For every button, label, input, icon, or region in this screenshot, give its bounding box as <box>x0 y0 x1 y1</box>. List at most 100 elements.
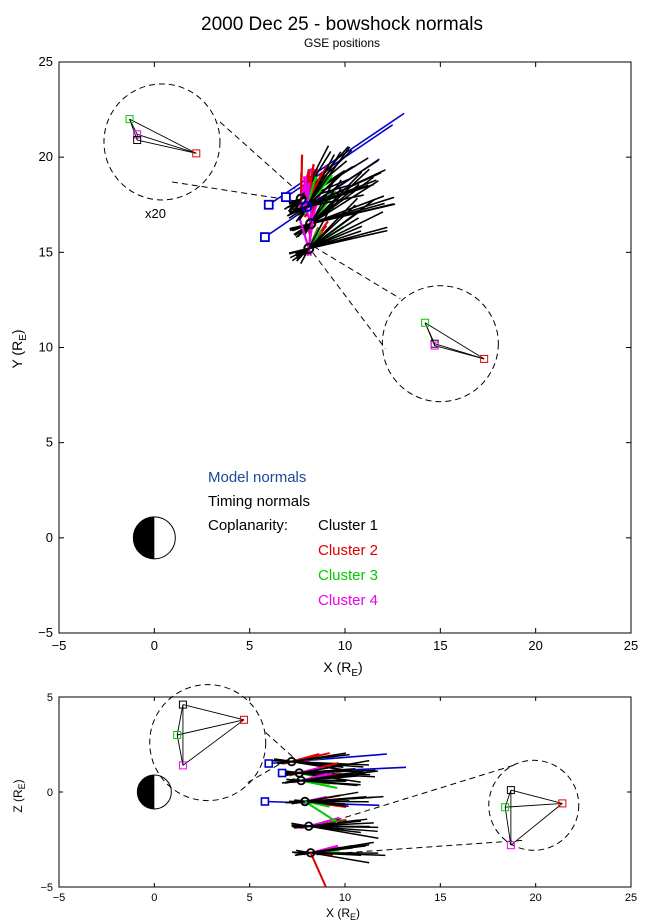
tetrahedron-edge <box>176 704 184 736</box>
normal-vector <box>299 154 335 221</box>
tetrahedron-edge <box>505 802 563 808</box>
xy-y-axis-label: Y (RE) <box>9 329 29 368</box>
crossing-point <box>296 775 306 786</box>
tetrahedron-edge <box>504 807 512 846</box>
y-tick-label: 20 <box>39 149 53 164</box>
crossing-point <box>295 193 307 205</box>
spacecraft-marker <box>178 700 187 709</box>
y-tick-label: 0 <box>46 530 53 545</box>
crossing-point <box>305 848 316 858</box>
earth-icon <box>136 774 172 810</box>
tetrahedron-edge <box>510 803 563 846</box>
normal-vector <box>288 226 388 255</box>
x-tick-label: 20 <box>528 638 542 653</box>
legend-coplanarity: Coplanarity: <box>208 517 288 534</box>
crossing-point <box>300 796 310 807</box>
xy-x-axis-label: X (RE) <box>323 659 362 679</box>
normal-vector <box>296 204 356 260</box>
xz-plot: −5 0 5 10 15 20 25 −5 0 5 <box>40 684 637 904</box>
x-tick-label: 20 <box>530 892 542 904</box>
tetrahedron-edge <box>176 734 184 766</box>
spacecraft-marker <box>501 803 510 812</box>
zoom-connector <box>313 246 401 300</box>
legend-model: Model normals <box>208 469 306 486</box>
zoom-factor-label: x20 <box>145 206 166 221</box>
y-tick-label: 15 <box>39 244 53 259</box>
xy-plot: −5 0 5 10 15 20 25 −5 0 5 10 15 20 25 <box>38 54 638 653</box>
tetrahedron-edge <box>182 704 245 721</box>
legend-cluster4: Cluster 4 <box>318 592 378 609</box>
normal-vector <box>298 851 362 857</box>
legend-cluster3: Cluster 3 <box>318 567 378 584</box>
x-tick-label: 25 <box>625 892 637 904</box>
y-tick-label: 5 <box>47 692 53 704</box>
model-position-marker <box>277 768 287 778</box>
legend: Model normals Timing normals Coplanarity… <box>208 469 378 609</box>
tetrahedron-edge <box>129 118 197 154</box>
tetrahedron-edge <box>504 789 512 808</box>
normal-vector <box>309 852 327 888</box>
spacecraft-marker <box>125 115 134 124</box>
spacecraft-marker <box>506 786 515 795</box>
spacecraft-marker <box>239 715 248 724</box>
spacecraft-marker <box>133 136 142 145</box>
spacecraft-marker <box>421 318 430 327</box>
spacecraft-marker <box>558 799 567 808</box>
spacecraft-marker <box>430 341 439 350</box>
x-tick-label: 0 <box>151 638 158 653</box>
y-tick-label: 5 <box>46 435 53 450</box>
chart-title: 2000 Dec 25 - bowshock normals <box>201 14 483 35</box>
zoom-connector <box>171 181 297 202</box>
normal-vector <box>293 800 349 803</box>
zoom-connector <box>312 252 386 349</box>
x-tick-label: −5 <box>53 892 66 904</box>
zoom-circle <box>488 759 580 851</box>
x-tick-label: 5 <box>247 892 253 904</box>
zoom-circle <box>103 83 221 201</box>
model-position-marker <box>280 192 291 203</box>
chart-subtitle: GSE positions <box>304 36 380 50</box>
zoom-connector <box>265 732 294 758</box>
model-position-marker <box>260 797 270 806</box>
x-tick-label: 15 <box>433 638 447 653</box>
normal-vector <box>291 825 379 829</box>
tetrahedron-edge <box>182 719 245 766</box>
x-tick-label: 0 <box>151 892 157 904</box>
spacecraft-marker <box>173 731 182 739</box>
zoom-circle <box>381 285 499 403</box>
normal-vector <box>293 150 332 212</box>
x-tick-label: 10 <box>339 892 351 904</box>
xz-x-axis-label: X (RE) <box>326 906 360 922</box>
zoom-circle <box>149 684 267 802</box>
x-tick-label: 25 <box>624 638 638 653</box>
earth-night-side <box>137 775 155 809</box>
y-tick-label: −5 <box>40 882 53 894</box>
tetrahedron-edge <box>510 789 563 804</box>
earth-night-side <box>133 516 155 559</box>
zoom-connector <box>247 759 288 784</box>
tetrahedron-edge <box>424 322 485 360</box>
earth-icon <box>132 516 176 560</box>
model-position-marker <box>263 199 274 210</box>
xz-y-axis-label: Z (RE) <box>11 779 27 812</box>
y-tick-label: 0 <box>47 787 53 799</box>
model-position-marker <box>260 232 270 243</box>
normal-vector <box>287 171 382 216</box>
x-tick-label: −5 <box>52 638 67 653</box>
tetrahedron-edge <box>177 719 245 736</box>
model-position-marker <box>264 759 274 768</box>
crossing-point <box>303 243 315 255</box>
y-tick-label: −5 <box>38 625 53 640</box>
crossing-point <box>305 218 317 230</box>
legend-cluster1: Cluster 1 <box>318 517 378 534</box>
spacecraft-marker <box>133 130 142 139</box>
crossing-point <box>286 756 297 767</box>
x-tick-label: 10 <box>338 638 352 653</box>
crossing-point <box>304 821 314 831</box>
x-tick-label: 15 <box>434 892 446 904</box>
tetrahedron-edge <box>137 133 197 154</box>
zoom-connector <box>219 121 296 190</box>
tetrahedron-edge <box>137 139 197 154</box>
y-tick-label: 25 <box>39 54 53 69</box>
